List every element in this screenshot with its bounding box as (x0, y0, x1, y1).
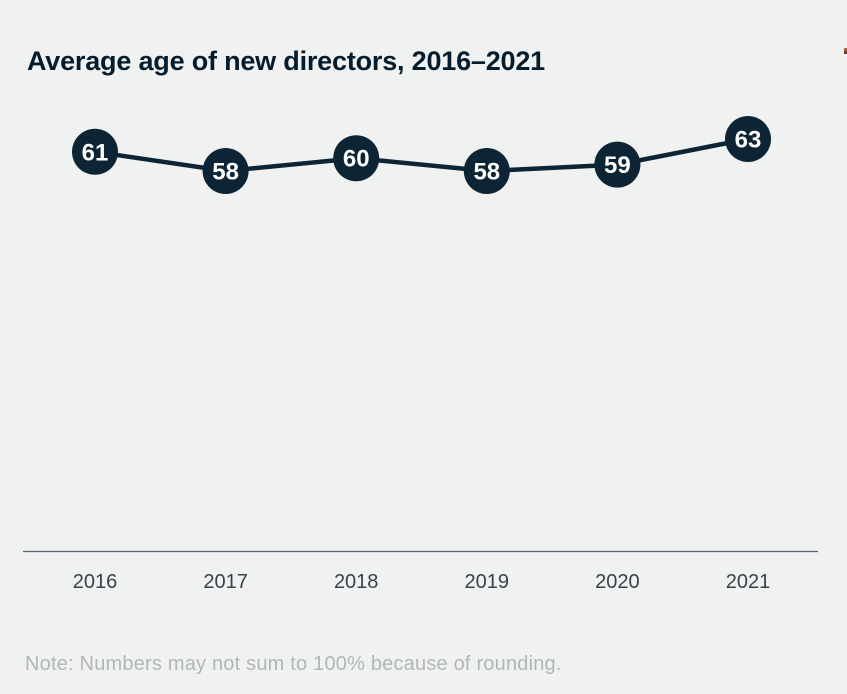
x-axis-tick-label: 2016 (73, 571, 118, 593)
cropped-edge-fragment (844, 48, 847, 54)
data-point-value: 58 (212, 159, 239, 186)
data-point-marker (202, 148, 249, 194)
data-point-marker (333, 135, 380, 182)
chart-line (94, 136, 749, 174)
data-point-marker (463, 148, 510, 194)
x-axis-tick-label: 2018 (334, 571, 379, 593)
x-axis-tick-label: 2017 (203, 571, 248, 593)
chart-footnote: Note: Numbers may not sum to 100% becaus… (25, 653, 562, 675)
data-point-marker (725, 116, 771, 162)
data-point-value: 61 (82, 139, 109, 166)
data-point-value: 59 (604, 152, 631, 179)
data-point-value: 58 (473, 159, 500, 186)
data-point-value: 60 (343, 146, 370, 173)
x-axis-tick-label: 2021 (726, 571, 771, 593)
data-point-value: 63 (735, 127, 762, 154)
page-title: Average age of new directors, 2016–2021 (27, 46, 545, 77)
x-axis-tick-label: 2020 (595, 571, 640, 593)
data-point-marker (72, 128, 118, 175)
data-point-marker (594, 141, 641, 188)
x-axis-tick-label: 2019 (465, 571, 510, 593)
